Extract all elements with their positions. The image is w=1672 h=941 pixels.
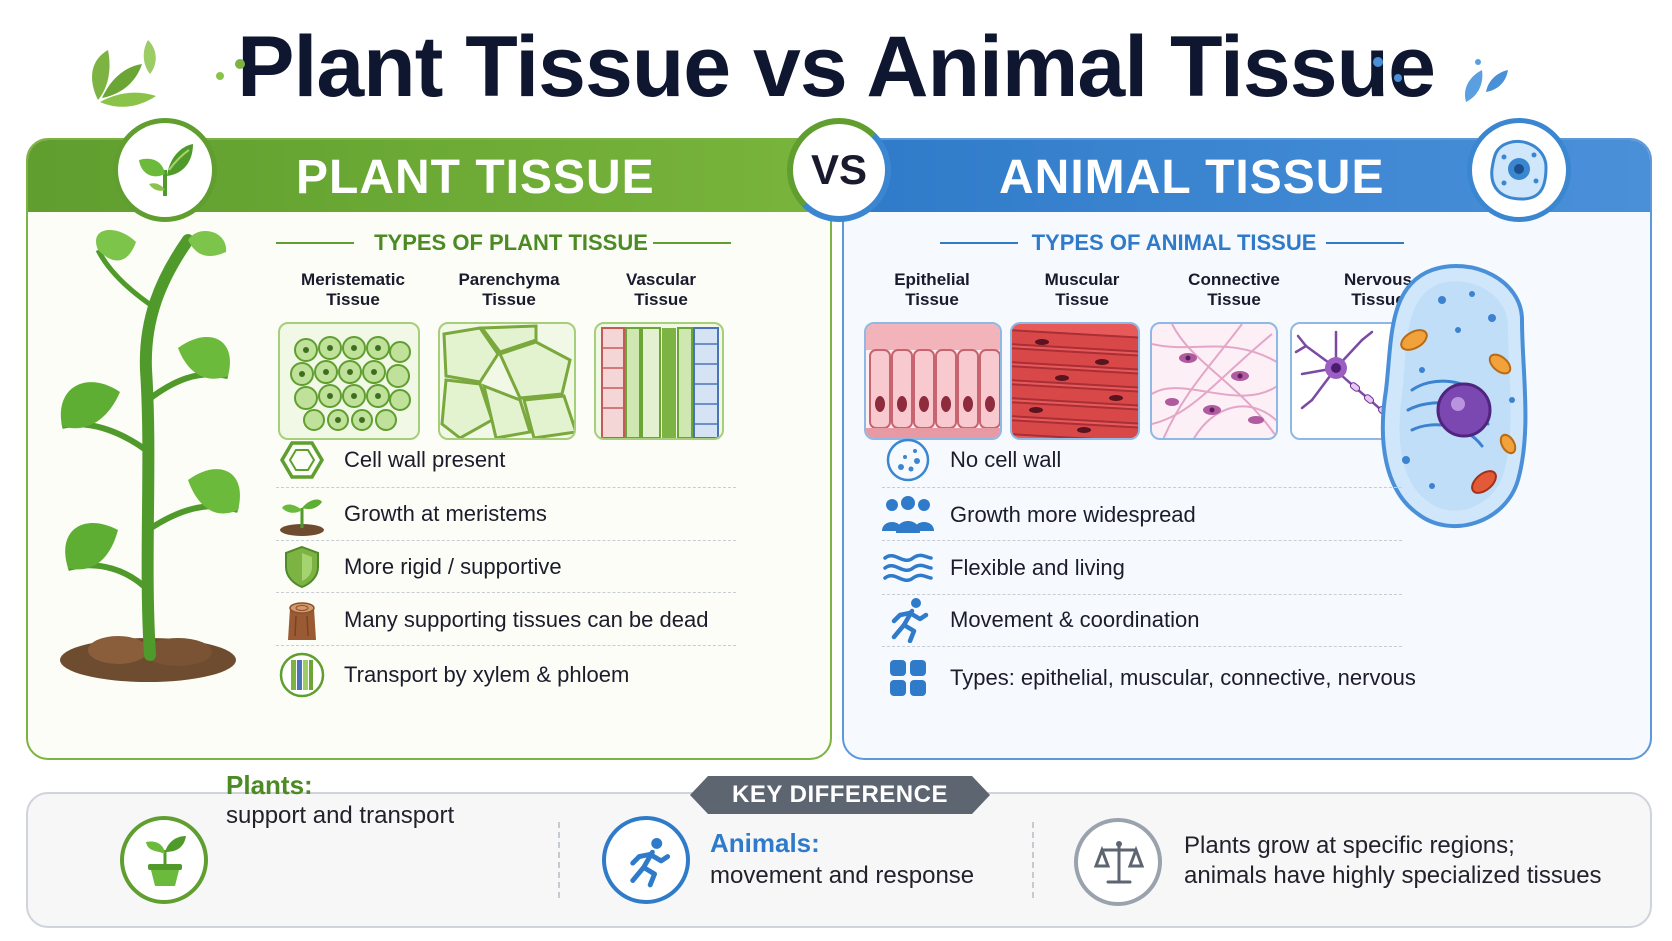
feature-text: Growth at meristems bbox=[344, 501, 547, 526]
waves-icon bbox=[882, 546, 934, 590]
type-label-line: Parenchyma bbox=[458, 270, 560, 289]
animal-tissue-panel: ANIMAL TISSUE TYPES OF ANIMAL TISSUE Epi… bbox=[842, 138, 1652, 760]
plant-feature-growth: Growth at meristems bbox=[276, 492, 547, 536]
plant-tissue-panel: PLANT TISSUE TYPES OF PLANT TISSUE Meris… bbox=[26, 138, 832, 760]
feature-text: Cell wall present bbox=[344, 447, 506, 472]
key-animals-body: movement and response bbox=[710, 862, 975, 889]
feature-text: Types: epithelial, muscular, connective,… bbox=[950, 665, 1416, 690]
vascular-bundle-icon bbox=[276, 652, 328, 698]
drops-decoration-icon bbox=[1373, 57, 1508, 102]
plant-types-title: TYPES OF PLANT TISSUE bbox=[374, 230, 648, 255]
running-person-icon bbox=[602, 816, 690, 904]
animal-types-title: TYPES OF ANIMAL TISSUE bbox=[1031, 230, 1317, 255]
feature-text: Transport by xylem & phloem bbox=[344, 662, 630, 687]
key-summary-line2: animals have highly specialized tissues bbox=[1184, 862, 1602, 889]
divider-line bbox=[882, 646, 1402, 647]
divider-line bbox=[276, 540, 736, 541]
animal-feature-types: Types: epithelial, muscular, connective,… bbox=[882, 658, 1416, 698]
type-label-line: Muscular bbox=[1044, 270, 1120, 289]
type-label-line: Connective bbox=[1188, 270, 1280, 289]
connective-tissue-label: Connective Tissue bbox=[1166, 270, 1302, 310]
hexagon-icon bbox=[276, 438, 328, 482]
feature-text: No cell wall bbox=[950, 447, 1062, 472]
animal-badge bbox=[1467, 118, 1571, 222]
animal-feature-movement: Movement & coordination bbox=[882, 598, 1200, 643]
leaf-icon bbox=[139, 144, 193, 196]
divider-line bbox=[882, 487, 1402, 488]
tree-stump-icon bbox=[276, 598, 328, 642]
divider-line bbox=[882, 540, 1402, 541]
feature-text: Flexible and living bbox=[950, 555, 1125, 580]
plant-feature-dead-tissue: Many supporting tissues can be dead bbox=[276, 600, 708, 640]
plant-badge bbox=[113, 118, 217, 222]
people-group-icon bbox=[882, 493, 934, 537]
animal-feature-growth: Growth more widespread bbox=[882, 495, 1196, 535]
key-plants-body: support and transport bbox=[226, 802, 455, 829]
leaves-decoration-icon bbox=[92, 40, 156, 107]
animal-cell-icon bbox=[1380, 264, 1528, 529]
key-plants-heading: Plants: bbox=[226, 770, 313, 800]
type-label-line: Tissue bbox=[634, 290, 688, 309]
feature-text: Many supporting tissues can be dead bbox=[344, 607, 709, 632]
animal-panel-title: ANIMAL TISSUE bbox=[999, 151, 1385, 204]
type-label-line: Meristematic bbox=[301, 270, 405, 289]
meristematic-tissue-label: Meristematic Tissue bbox=[278, 270, 428, 310]
divider-line bbox=[558, 822, 560, 898]
plant-seedling-icon bbox=[60, 230, 240, 682]
animal-feature-no-cell-wall: No cell wall bbox=[882, 438, 1062, 482]
plant-feature-transport: Transport by xylem & phloem bbox=[276, 652, 630, 698]
type-label-line: Tissue bbox=[482, 290, 536, 309]
dotted-circle-icon bbox=[882, 438, 934, 482]
type-label-line: Nervous bbox=[1343, 270, 1413, 289]
divider-line bbox=[276, 242, 354, 244]
type-label-line: Tissue bbox=[1055, 290, 1109, 309]
shield-icon bbox=[276, 545, 328, 589]
divider-line bbox=[653, 242, 731, 244]
divider-line bbox=[1032, 822, 1034, 898]
type-label-line: Tissue bbox=[1351, 290, 1405, 309]
animal-cell-badge-icon bbox=[1490, 140, 1548, 201]
divider-line bbox=[882, 594, 1402, 595]
divider-line bbox=[276, 487, 736, 488]
dots-decoration-icon bbox=[216, 59, 245, 80]
epithelial-tissue-image bbox=[864, 322, 1002, 440]
running-person-icon bbox=[882, 598, 934, 643]
key-difference-tag: KEY DIFFERENCE bbox=[690, 776, 990, 814]
type-label-line: Tissue bbox=[905, 290, 959, 309]
muscular-tissue-label: Muscular Tissue bbox=[1014, 270, 1150, 310]
grid-icon bbox=[882, 656, 934, 700]
divider-line bbox=[276, 645, 736, 646]
vs-badge: VS bbox=[787, 118, 891, 222]
balance-scale-icon bbox=[1074, 818, 1162, 906]
type-label-line: Tissue bbox=[326, 290, 380, 309]
divider-line bbox=[940, 242, 1018, 244]
meristematic-tissue-image bbox=[278, 322, 420, 440]
vascular-tissue-image bbox=[594, 322, 724, 440]
page-title: Plant Tissue vs Animal Tissue bbox=[237, 19, 1436, 115]
plant-feature-rigid: More rigid / supportive bbox=[276, 545, 562, 589]
feature-text: Growth more widespread bbox=[950, 502, 1196, 527]
type-label-line: Tissue bbox=[1207, 290, 1261, 309]
parenchyma-tissue-label: Parenchyma Tissue bbox=[434, 270, 584, 310]
key-summary-line1: Plants grow at specific regions; bbox=[1184, 832, 1515, 859]
feature-text: More rigid / supportive bbox=[344, 554, 562, 579]
plant-feature-cell-wall: Cell wall present bbox=[276, 440, 505, 480]
animal-feature-flexible: Flexible and living bbox=[882, 548, 1125, 588]
connective-tissue-image bbox=[1150, 322, 1278, 440]
type-label-line: Vascular bbox=[626, 270, 696, 289]
type-label-line: Epithelial bbox=[894, 270, 970, 289]
parenchyma-tissue-image bbox=[438, 322, 576, 440]
divider-line bbox=[276, 592, 736, 593]
feature-text: Movement & coordination bbox=[950, 607, 1200, 632]
vascular-tissue-label: Vascular Tissue bbox=[586, 270, 736, 310]
key-difference-panel bbox=[26, 792, 1652, 928]
plant-panel-title: PLANT TISSUE bbox=[296, 151, 655, 204]
sprout-icon bbox=[276, 492, 328, 536]
muscular-tissue-image bbox=[1010, 322, 1140, 440]
divider-line bbox=[1326, 242, 1404, 244]
key-animals-heading: Animals: bbox=[710, 828, 820, 858]
epithelial-tissue-label: Epithelial Tissue bbox=[864, 270, 1000, 310]
plant-pot-icon bbox=[120, 816, 208, 904]
nervous-tissue-label: Nervous Tissue bbox=[1310, 270, 1446, 310]
